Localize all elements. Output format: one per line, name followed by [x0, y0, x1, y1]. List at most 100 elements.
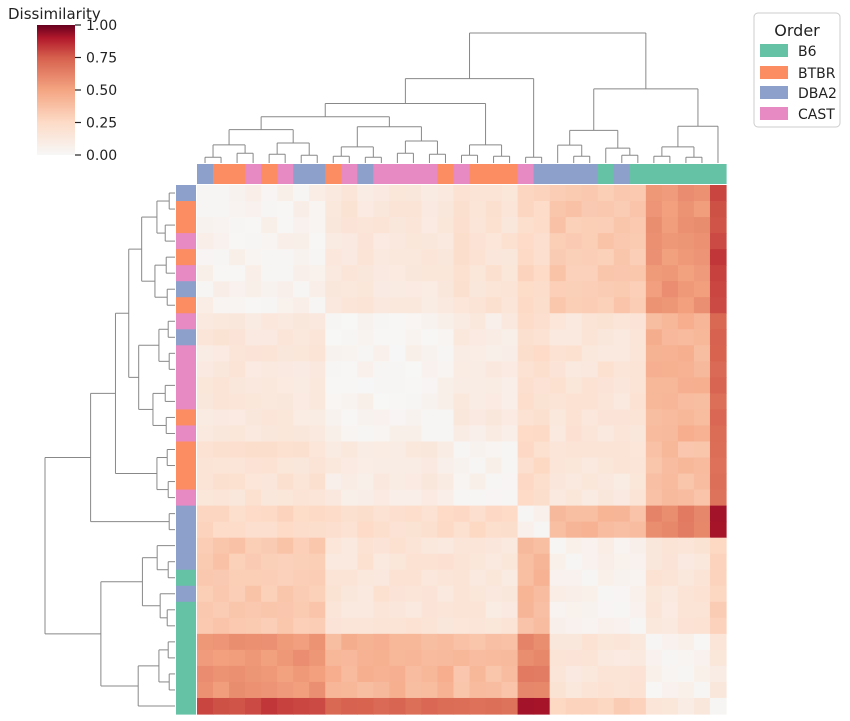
heatmap-cell: [245, 585, 262, 603]
legend-swatch-b6: [760, 44, 788, 57]
heatmap-cell: [485, 361, 503, 378]
heatmap-cell: [245, 441, 262, 459]
heatmap-cell: [709, 409, 727, 427]
heatmap-cell: [405, 249, 423, 266]
heatmap-cell: [581, 505, 599, 523]
heatmap-cell: [709, 665, 727, 683]
heatmap-cell: [197, 217, 214, 234]
heatmap-cell: [373, 409, 390, 427]
heatmap-cell: [245, 249, 262, 266]
legend-title: Order: [774, 21, 820, 40]
heatmap-cell: [261, 233, 278, 250]
heatmap-cell: [501, 697, 519, 715]
heatmap-cell: [245, 521, 262, 539]
heatmap-cell: [565, 201, 583, 218]
heatmap-cell: [277, 457, 294, 475]
heatmap-cell: [549, 201, 567, 218]
heatmap-cell: [645, 505, 663, 523]
heatmap-cell: [533, 249, 551, 266]
heatmap-cell: [517, 681, 535, 699]
heatmap-cell: [309, 505, 326, 523]
heatmap-cell: [437, 425, 455, 443]
heatmap-cell: [341, 633, 358, 651]
heatmap-cell: [549, 393, 567, 411]
heatmap-cell: [229, 393, 246, 411]
heatmap-cell: [629, 425, 647, 443]
heatmap-cell: [517, 473, 535, 491]
heatmap-cell: [549, 409, 567, 427]
heatmap-cell: [517, 665, 535, 683]
heatmap-cell: [613, 185, 631, 202]
heatmap-cell: [373, 505, 390, 523]
heatmap-cell: [485, 265, 503, 282]
heatmap-cell: [437, 361, 455, 378]
heatmap-cell: [613, 665, 631, 683]
heatmap-cell: [453, 361, 471, 378]
heatmap-cell: [677, 489, 695, 507]
heatmap-cell: [661, 457, 679, 475]
heatmap-cell: [373, 329, 390, 346]
heatmap-cell: [469, 265, 487, 282]
heatmap-cell: [325, 297, 342, 314]
heatmap-cell: [245, 329, 262, 346]
heatmap-cell: [261, 441, 278, 459]
heatmap-cell: [565, 217, 583, 234]
heatmap-cell: [597, 377, 615, 394]
heatmap-cell: [373, 281, 390, 298]
heatmap-cell: [261, 313, 278, 330]
heatmap-cell: [213, 473, 230, 491]
heatmap-cell: [661, 313, 679, 330]
heatmap-cell: [405, 489, 423, 507]
heatmap-cell: [229, 633, 246, 651]
heatmap-cell: [261, 361, 278, 378]
heatmap-cell: [469, 425, 487, 443]
heatmap-cell: [405, 697, 423, 715]
heatmap-cell: [549, 425, 567, 443]
heatmap-cell: [357, 233, 374, 250]
heatmap-cell: [437, 649, 455, 667]
heatmap-cell: [261, 569, 278, 587]
heatmap-cell: [405, 633, 423, 651]
heatmap-cell: [597, 473, 615, 491]
heatmap-cell: [277, 473, 294, 491]
heatmap-cell: [517, 409, 535, 427]
heatmap-cell: [501, 457, 519, 475]
heatmap-cell: [373, 185, 390, 202]
heatmap-cell: [373, 249, 390, 266]
heatmap-cell: [469, 537, 487, 555]
heatmap-cell: [213, 649, 230, 667]
heatmap-cell: [629, 201, 647, 218]
heatmap-cell: [341, 473, 358, 491]
heatmap-cell: [373, 361, 390, 378]
heatmap-cell: [405, 297, 423, 314]
heatmap-cell: [277, 377, 294, 394]
heatmap-cell: [261, 681, 278, 699]
heatmap-cell: [613, 345, 631, 362]
heatmap-cell: [533, 585, 551, 603]
heatmap-cell: [693, 441, 711, 459]
heatmap-cell: [357, 681, 374, 699]
heatmap-cell: [629, 553, 647, 571]
heatmap-cell: [453, 473, 471, 491]
heatmap-cell: [197, 425, 214, 443]
heatmap-cell: [213, 617, 230, 635]
heatmap-cell: [533, 649, 551, 667]
heatmap-cell: [629, 617, 647, 635]
heatmap-cell: [357, 425, 374, 443]
heatmap-cell: [597, 633, 615, 651]
heatmap-cell: [325, 185, 342, 202]
heatmap-cell: [293, 377, 310, 394]
heatmap-cell: [437, 681, 455, 699]
heatmap-cell: [373, 537, 390, 555]
heatmap-cell: [293, 249, 310, 266]
heatmap-cell: [613, 521, 631, 539]
heatmap-cell: [389, 329, 406, 346]
heatmap-cell: [229, 489, 246, 507]
heatmap-cell: [373, 457, 390, 475]
heatmap-cell: [245, 473, 262, 491]
heatmap-cell: [645, 649, 663, 667]
heatmap-cell: [373, 201, 390, 218]
row-group-color-cell: [176, 297, 196, 314]
heatmap-cell: [341, 201, 358, 218]
heatmap-cell: [517, 649, 535, 667]
